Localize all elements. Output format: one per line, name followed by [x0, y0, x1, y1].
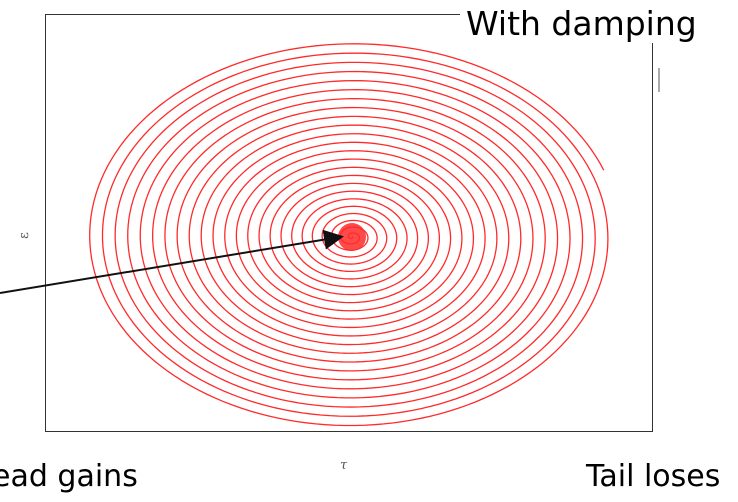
spiral-path [89, 43, 609, 427]
pointer-arrow [0, 229, 344, 294]
head-gains-note: ead gains [0, 459, 138, 494]
with-damping-label: With damping [460, 4, 703, 43]
tail-loses-note: Tail loses [586, 459, 721, 494]
x-axis-label: τ [340, 458, 348, 473]
damped-spiral-curve [89, 43, 609, 427]
plot-frame [45, 14, 653, 432]
spiral-center-dot [338, 223, 366, 251]
